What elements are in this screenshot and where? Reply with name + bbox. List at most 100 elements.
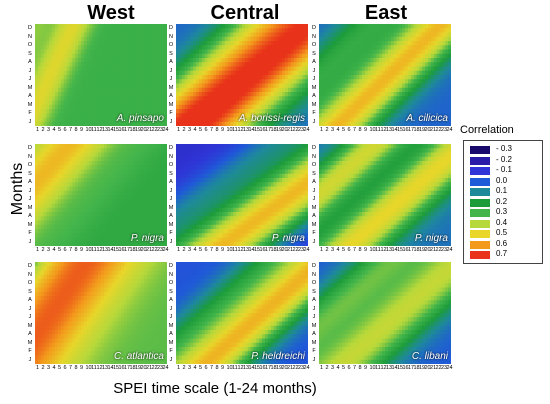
heatmap-cell [115, 182, 119, 187]
heatmap-cell [78, 199, 82, 204]
heatmap-cell [55, 121, 59, 126]
heatmap-cell [83, 152, 88, 158]
heatmap-cell [247, 36, 252, 42]
heatmap-cell [112, 24, 116, 29]
heatmap-cell [210, 161, 214, 166]
heatmap-cell [178, 49, 183, 55]
heatmap-cell [95, 207, 99, 213]
heatmap-cell [118, 229, 122, 234]
scale-tick-label: 6 [204, 127, 208, 133]
heatmap-cell [196, 241, 200, 246]
heatmap-cell [293, 100, 297, 106]
heatmap-cell [115, 83, 119, 89]
heatmap-cell [141, 199, 145, 204]
heatmap-cell [69, 87, 73, 93]
heatmap-cell [242, 62, 246, 67]
heatmap-cell [210, 212, 214, 217]
heatmap-cell [341, 28, 346, 33]
heatmap-cell [373, 96, 377, 101]
heatmap-cell [356, 113, 360, 118]
heatmap-cell [379, 109, 383, 114]
heatmap-cell [46, 58, 50, 63]
heatmap-cell [60, 41, 65, 46]
heatmap-cell [190, 199, 194, 204]
heatmap-cell [123, 117, 128, 123]
heatmap-cell [442, 41, 446, 46]
heatmap-cell [181, 45, 186, 50]
heatmap-cell [78, 41, 82, 46]
heatmap-cell [302, 49, 306, 55]
heatmap-cell [250, 45, 254, 50]
heatmap-cell [164, 237, 167, 243]
heatmap-cell [144, 83, 148, 89]
heatmap-cell [413, 58, 417, 63]
heatmap-cell [344, 53, 349, 59]
heatmap-cell [161, 207, 165, 213]
heatmap-cell [239, 100, 243, 106]
heatmap-cell [190, 144, 194, 149]
heatmap-cell [330, 24, 334, 29]
heatmap-cell [149, 62, 154, 67]
month-tick-label: S [28, 50, 32, 57]
heatmap-cell [49, 96, 53, 101]
heatmap-cell [347, 28, 351, 33]
heatmap-cell [187, 83, 191, 89]
heatmap-cell [382, 24, 386, 29]
heatmap-cell [448, 49, 451, 55]
heatmap-cell [103, 45, 108, 50]
heatmap-cell [121, 182, 125, 187]
heatmap-cell [155, 229, 159, 234]
heatmap-cell [390, 53, 395, 59]
heatmap-cell [187, 109, 191, 114]
heatmap-cell [55, 207, 59, 213]
heatmap-cell [72, 241, 76, 246]
heatmap-cell [63, 79, 67, 84]
heatmap-cell [290, 36, 295, 42]
scale-tick-label: 17 [124, 247, 131, 253]
heatmap-cell [83, 121, 88, 126]
heatmap-cell [204, 169, 208, 175]
heatmap-cell [57, 45, 62, 50]
heatmap-cell [302, 109, 306, 114]
heatmap-cell [264, 66, 269, 72]
heatmap-cell [405, 41, 409, 46]
heatmap-cell [161, 199, 165, 204]
scale-tick-label: 2 [182, 127, 186, 133]
heatmap-cell [436, 70, 440, 76]
heatmap-cell [80, 229, 85, 234]
heatmap-cell [333, 24, 337, 29]
month-tick-label: A [169, 93, 173, 99]
heatmap-cell [247, 32, 252, 38]
heatmap-cell [60, 28, 65, 33]
heatmap-cell [66, 161, 70, 166]
heatmap-cell [198, 45, 203, 50]
heatmap-cell [103, 58, 108, 63]
heatmap-cell [146, 62, 151, 67]
heatmap-cell [224, 92, 229, 97]
heatmap-cell [132, 152, 136, 158]
heatmap-cell [46, 45, 50, 50]
heatmap-cell [370, 75, 374, 80]
heatmap-cell [296, 113, 300, 118]
heatmap-cell [190, 220, 194, 226]
heatmap-cell [242, 113, 246, 118]
heatmap-cell [321, 58, 326, 63]
heatmap-cell [123, 83, 128, 89]
heatmap-cell [75, 83, 79, 89]
heatmap-cell [305, 109, 308, 114]
heatmap-cell [230, 32, 234, 38]
heatmap-cell [247, 79, 252, 84]
heatmap-cell [75, 104, 79, 110]
heatmap-cell [40, 113, 45, 118]
heatmap-cell [187, 24, 191, 29]
heatmap-cell [158, 83, 162, 89]
heatmap-cell [135, 24, 139, 29]
heatmap-cell [285, 75, 289, 80]
heatmap-cell [158, 203, 162, 209]
heatmap-cell [181, 36, 186, 42]
heatmap-cell [362, 96, 366, 101]
heatmap-cell [264, 24, 269, 29]
heatmap-cell [187, 87, 191, 93]
heatmap-cell [264, 45, 269, 50]
heatmap-cell [321, 45, 326, 50]
